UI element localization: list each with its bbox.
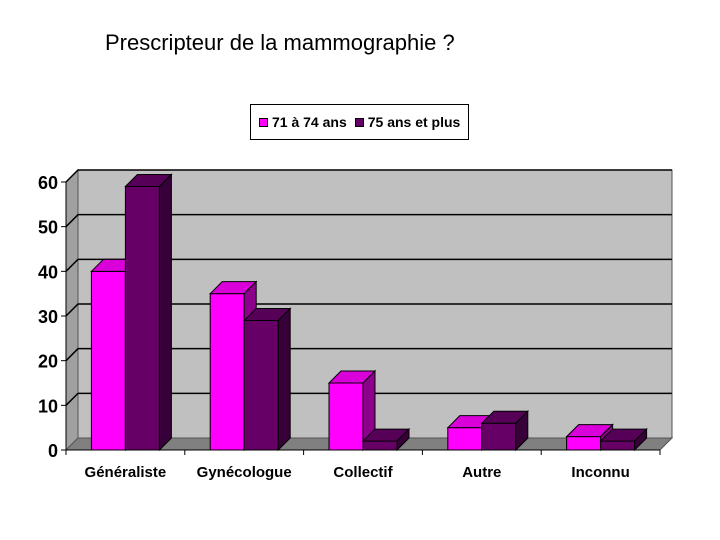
bar-2-4-front	[481, 422, 517, 451]
y-tick-label: 10	[38, 396, 58, 416]
bar-2-3-side	[396, 427, 410, 452]
x-category-label: Autre	[462, 464, 501, 481]
y-tick-label: 20	[38, 352, 58, 372]
y-tick-label: 40	[38, 262, 58, 282]
legend-swatch-series-2	[354, 117, 364, 127]
y-tick-label: 50	[38, 218, 58, 238]
y-tick-label: 0	[48, 441, 58, 461]
gridline	[65, 258, 672, 272]
gridline	[65, 213, 672, 228]
bar-1-3-front	[328, 382, 364, 451]
y-tick-label: 60	[38, 173, 58, 193]
x-category-label: Collectif	[333, 464, 393, 481]
bar-2-3-front	[362, 440, 398, 451]
bar-1-4-front	[447, 427, 483, 451]
bar-2-5-side	[634, 427, 648, 452]
bar-2-2-side	[277, 307, 291, 452]
bar-2-4-side	[515, 409, 529, 452]
chart-legend: 71 à 74 ans 75 ans et plus	[250, 104, 470, 140]
gridline	[65, 392, 672, 406]
bar-2-5-front	[600, 440, 636, 451]
legend-item-series-1: 71 à 74 ans	[259, 114, 347, 130]
legend-label-series-2: 75 ans et plus	[367, 114, 461, 130]
legend-swatch-series-1	[259, 117, 268, 127]
y-tick-label: 30	[38, 307, 58, 327]
gridline	[65, 303, 672, 317]
x-category-label: Gynécologue	[197, 464, 292, 481]
bar-1-5-front	[566, 436, 602, 451]
gridline	[65, 169, 672, 183]
legend-label-series-1: 71 à 74 ans	[272, 114, 347, 130]
x-category-label: Généraliste	[85, 464, 167, 481]
bar-1-2-front	[209, 293, 245, 451]
bar-2-2-front	[243, 319, 279, 451]
legend-item-series-2: 75 ans et plus	[354, 114, 461, 130]
page-title: Prescripteur de la mammographie ?	[105, 30, 455, 55]
x-category-label: Inconnu	[571, 464, 629, 481]
bar-1-1-front	[90, 270, 126, 451]
bar-2-1-side	[158, 173, 172, 452]
bar-2-1-front	[124, 185, 160, 451]
gridline	[65, 347, 672, 362]
